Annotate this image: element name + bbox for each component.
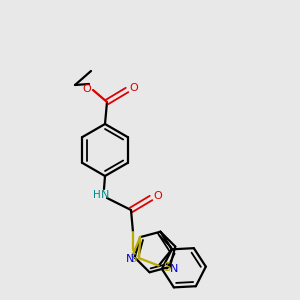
Text: O: O [82, 84, 91, 94]
Text: N: N [101, 190, 109, 200]
Text: S: S [163, 261, 170, 274]
Text: N: N [170, 264, 178, 274]
Text: N: N [125, 254, 134, 264]
Text: O: O [154, 191, 162, 201]
Text: H: H [93, 190, 101, 200]
Text: S: S [129, 253, 137, 266]
Text: O: O [130, 83, 138, 93]
